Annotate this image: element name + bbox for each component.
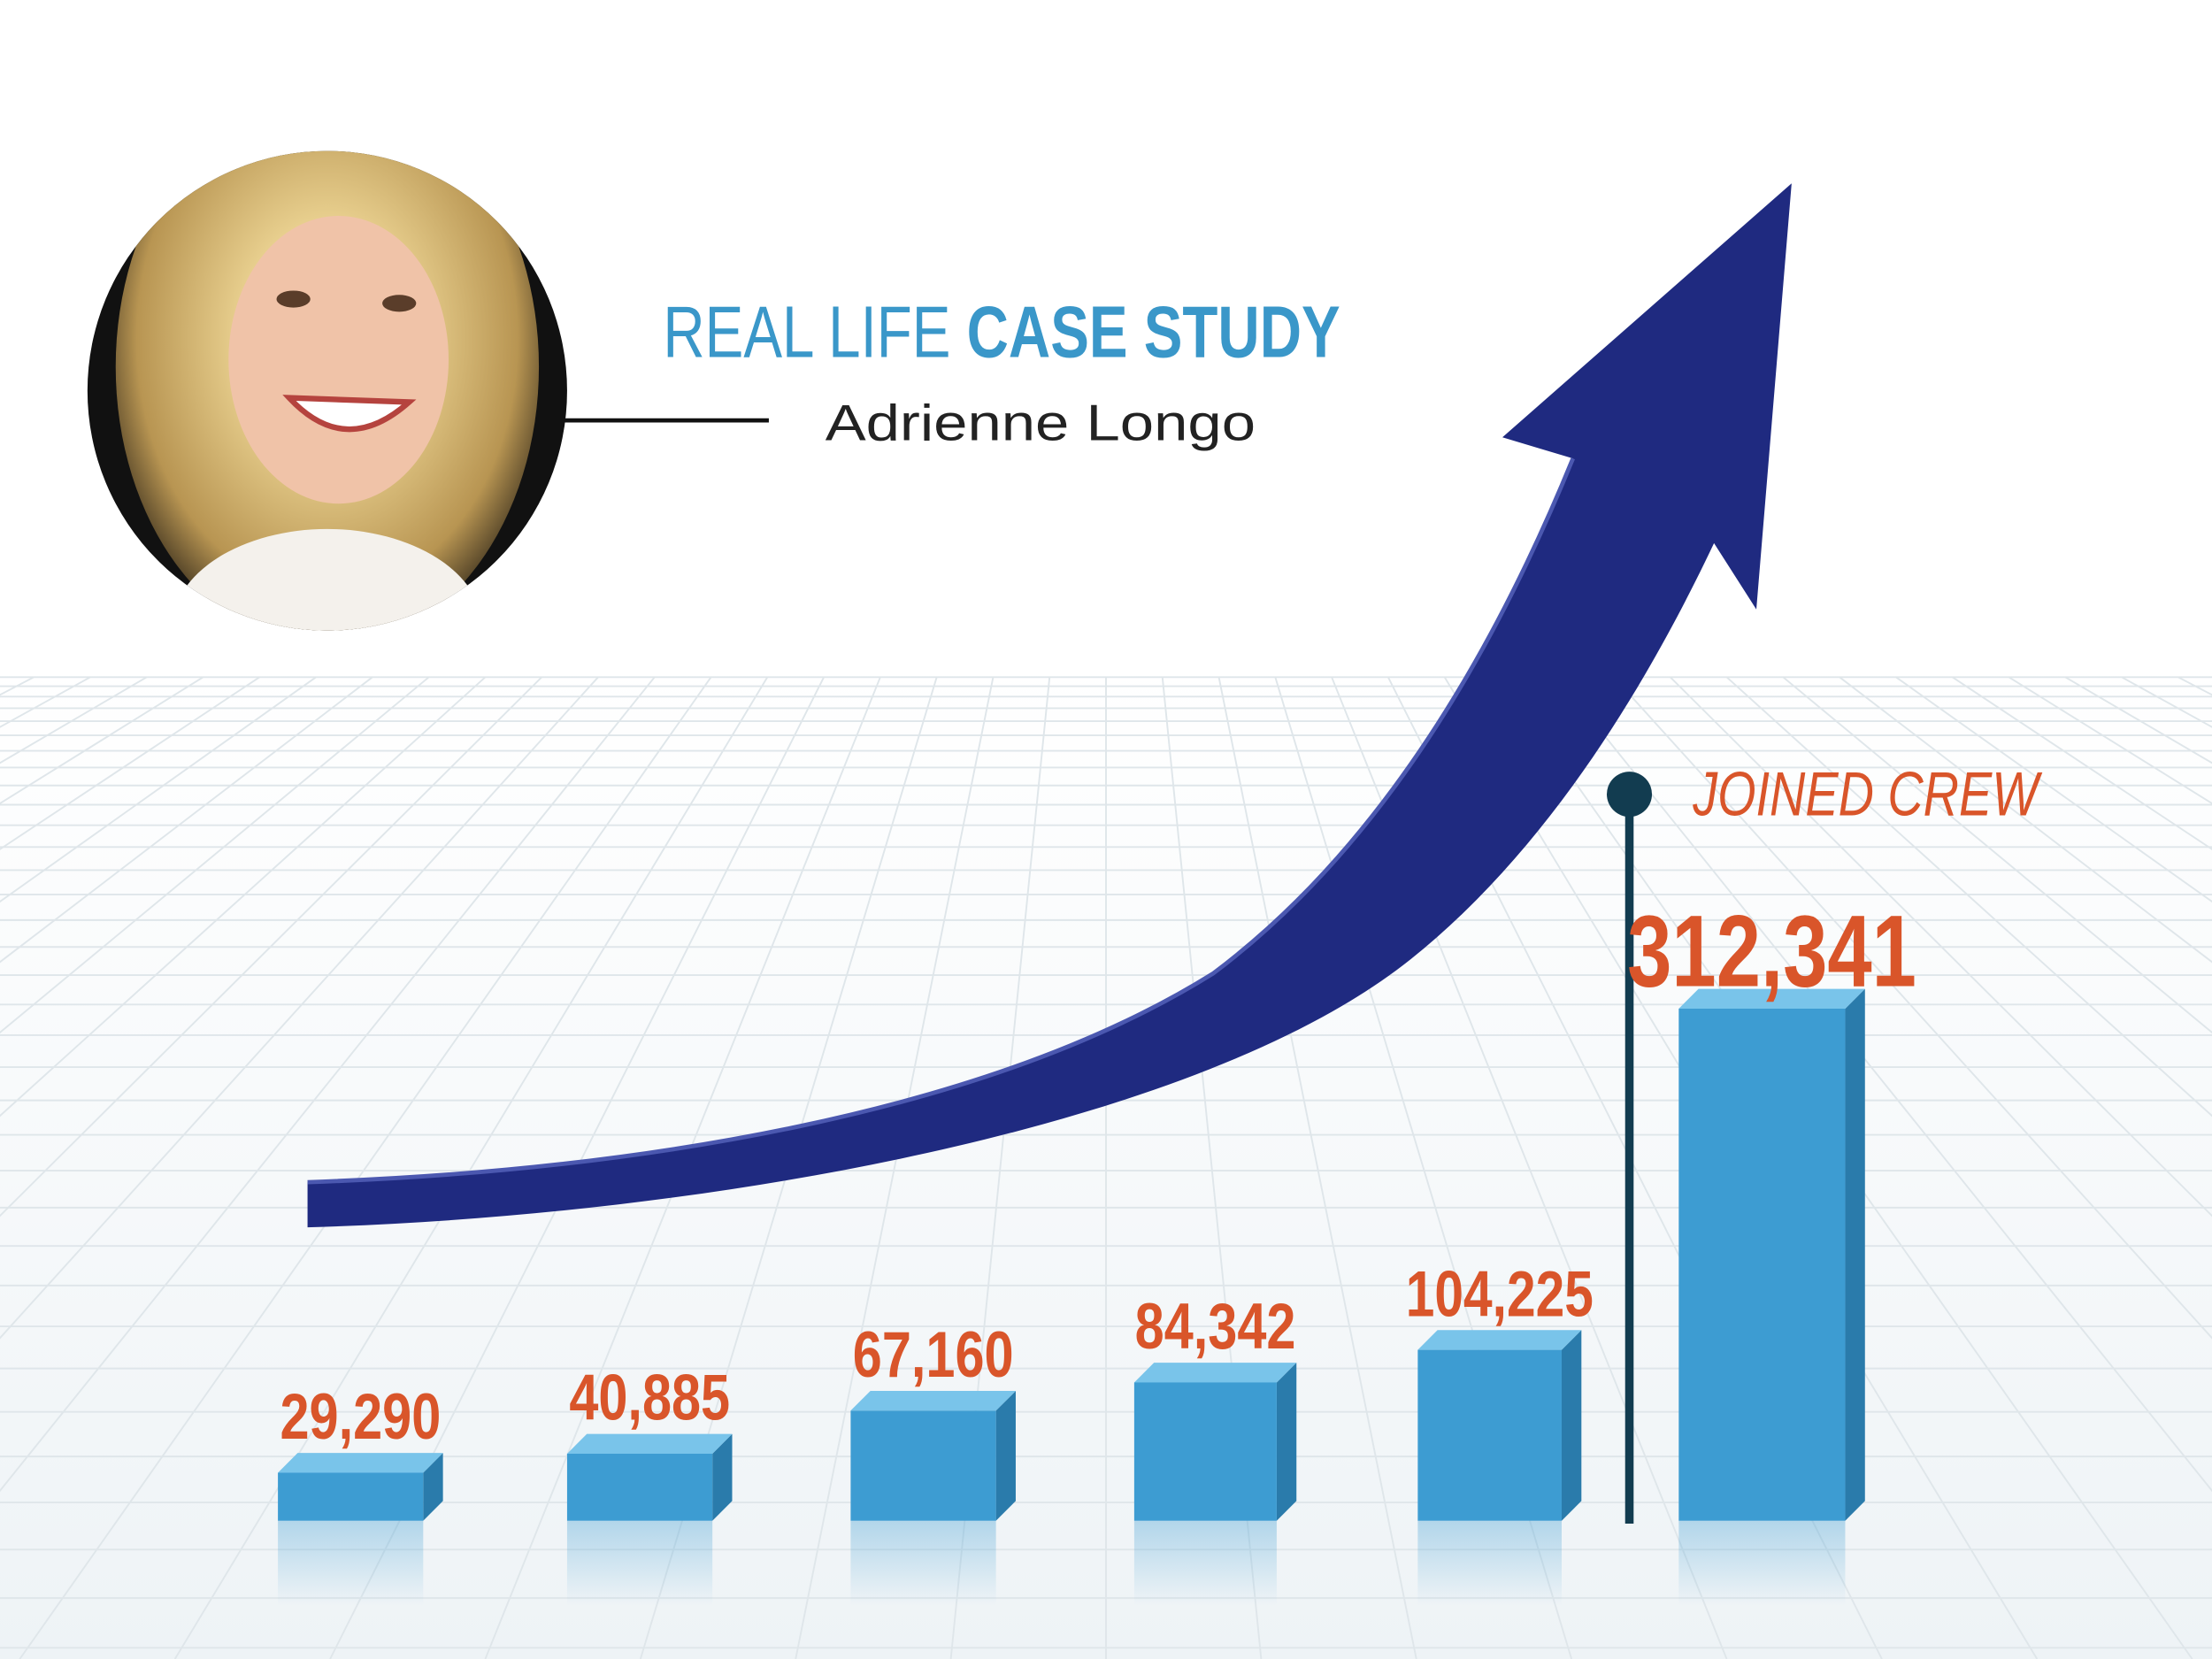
shirt [172, 528, 483, 631]
bar [566, 1453, 713, 1521]
bar-top [850, 1390, 1016, 1411]
grid-line [0, 676, 542, 1217]
value-label: 312,341 [1627, 895, 1916, 1008]
bar-side [995, 1390, 1016, 1521]
value-label: 40,885 [569, 1362, 730, 1434]
bar-side [1276, 1363, 1297, 1521]
grid-line [1556, 676, 2212, 1493]
bar-top [1133, 1363, 1297, 1383]
title-bold: CASE STUDY [967, 290, 1340, 373]
grid-line [1782, 676, 2212, 1034]
value-label: 29,290 [280, 1380, 441, 1453]
grid-line [0, 676, 599, 1340]
bar-top [1417, 1330, 1582, 1350]
grid-line [0, 676, 260, 850]
grid-line [19, 676, 712, 1659]
bar [278, 1472, 424, 1521]
marker-dot [1607, 772, 1653, 818]
bar-reflection [1678, 1520, 1846, 1606]
grid-line [0, 676, 373, 964]
eye [382, 295, 417, 312]
bar-reflection [1133, 1520, 1277, 1606]
bar-top [566, 1433, 733, 1454]
smile [282, 395, 417, 433]
grid-line [0, 676, 656, 1493]
title-light: REAL LIFE [663, 290, 950, 373]
bar-reflection [1417, 1520, 1562, 1606]
grid-line [0, 676, 317, 903]
subtitle: Adrienne Longo [826, 395, 1256, 451]
bar-top [1678, 988, 1865, 1009]
grid-line [0, 676, 487, 1118]
bar [1417, 1349, 1562, 1521]
bar-side [712, 1433, 733, 1521]
grid-line [1613, 676, 2212, 1340]
growth-arrow [307, 183, 1792, 1228]
arrow-highlight [307, 457, 1575, 1185]
grid-line [1670, 676, 2212, 1217]
value-label: 67,160 [853, 1318, 1014, 1391]
grid-line [1895, 676, 2212, 903]
grid-line [173, 676, 769, 1659]
bar-top [278, 1453, 443, 1473]
portrait [87, 150, 567, 631]
bar-reflection [850, 1520, 996, 1606]
grid-line [1952, 676, 2212, 850]
value-label: 84,342 [1135, 1290, 1296, 1363]
bar [1133, 1382, 1277, 1521]
eye [276, 290, 311, 308]
bar-side [423, 1453, 443, 1521]
annotation: JOINED CREW [1692, 759, 2042, 829]
grid-line [795, 677, 995, 1659]
face [228, 215, 449, 504]
bar [1678, 1008, 1846, 1521]
grid-line [0, 676, 430, 1034]
bar-side [1845, 988, 1865, 1521]
grid-line [1839, 676, 2212, 964]
bar-reflection [278, 1520, 424, 1606]
bar-side [1561, 1330, 1582, 1521]
value-label: 104,225 [1406, 1257, 1594, 1330]
bar-reflection [566, 1520, 713, 1606]
title: REAL LIFE CASE STUDY [663, 290, 1340, 373]
grid-line [1725, 676, 2212, 1118]
bar [850, 1410, 996, 1521]
grid-line [1217, 677, 1417, 1659]
